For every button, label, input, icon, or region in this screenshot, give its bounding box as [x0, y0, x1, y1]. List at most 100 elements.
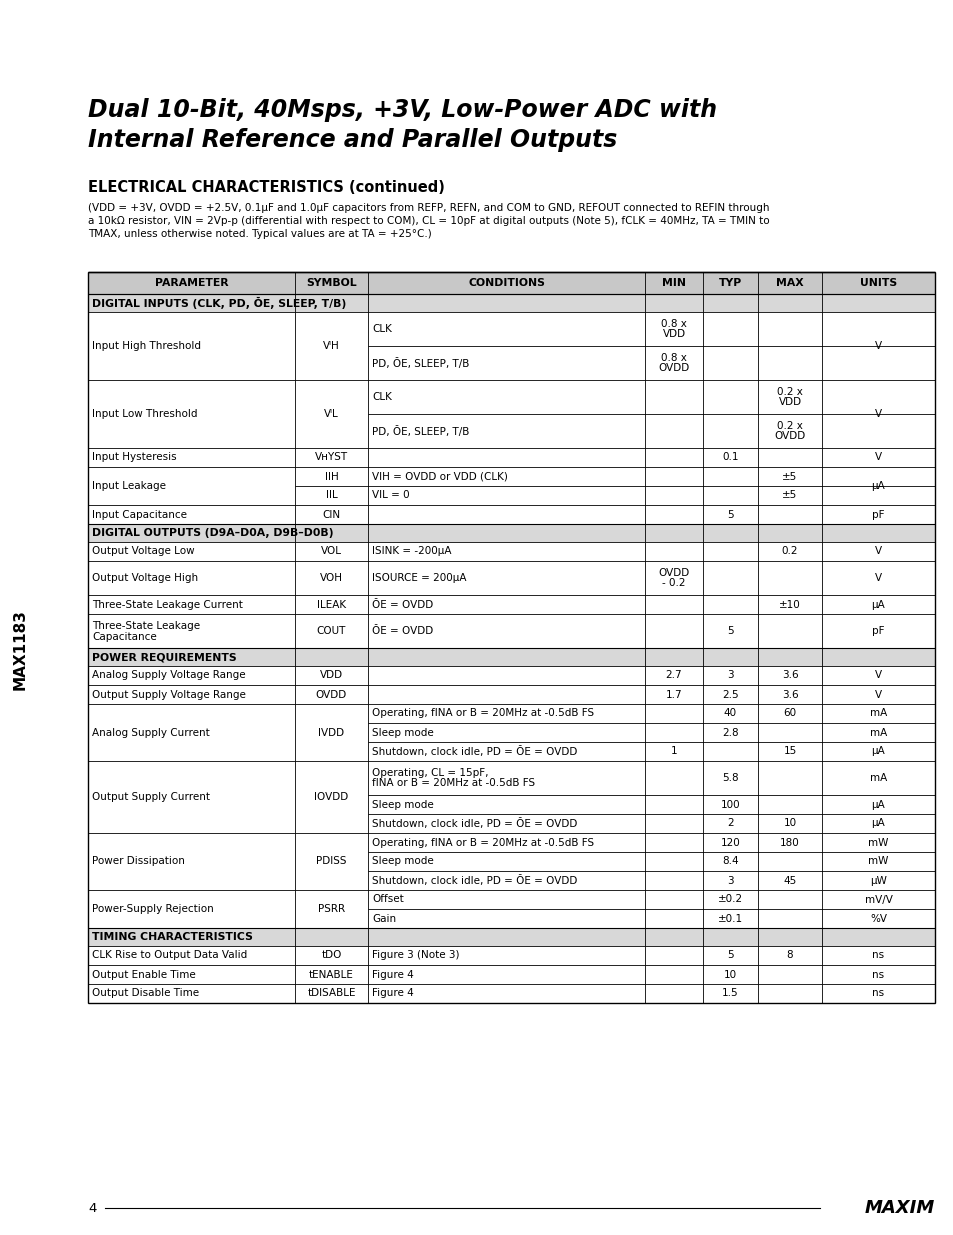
- Text: μA: μA: [871, 799, 884, 809]
- Text: Operating, CL = 15pF,: Operating, CL = 15pF,: [372, 768, 488, 778]
- Text: IVDD: IVDD: [318, 727, 344, 737]
- Text: 2: 2: [726, 819, 733, 829]
- Text: 1: 1: [670, 746, 677, 757]
- Text: MIN: MIN: [661, 278, 685, 288]
- Text: mA: mA: [869, 709, 886, 719]
- Text: TMAX, unless otherwise noted. Typical values are at TA = +25°C.): TMAX, unless otherwise noted. Typical va…: [88, 228, 432, 240]
- Text: Capacitance: Capacitance: [91, 632, 156, 642]
- Text: Input Leakage: Input Leakage: [91, 480, 166, 492]
- Text: mW: mW: [867, 857, 888, 867]
- Text: ±10: ±10: [779, 599, 800, 610]
- Text: pF: pF: [871, 510, 883, 520]
- Bar: [88, 524, 934, 542]
- Text: VDD: VDD: [319, 671, 343, 680]
- Text: CLK: CLK: [372, 324, 392, 333]
- Text: 1.7: 1.7: [665, 689, 681, 699]
- Text: CLK: CLK: [372, 391, 392, 403]
- Text: μA: μA: [871, 599, 884, 610]
- Text: VDD: VDD: [778, 396, 801, 408]
- Text: Internal Reference and Parallel Outputs: Internal Reference and Parallel Outputs: [88, 128, 617, 152]
- Text: 0.8 x: 0.8 x: [660, 353, 686, 363]
- Text: Sleep mode: Sleep mode: [372, 857, 434, 867]
- Text: PARAMETER: PARAMETER: [154, 278, 228, 288]
- Text: 4: 4: [88, 1202, 96, 1214]
- Text: ISOURCE = 200μA: ISOURCE = 200μA: [372, 573, 466, 583]
- Text: ±5: ±5: [781, 490, 797, 500]
- Text: CONDITIONS: CONDITIONS: [468, 278, 544, 288]
- Text: Output Voltage Low: Output Voltage Low: [91, 547, 194, 557]
- Text: TIMING CHARACTERISTICS: TIMING CHARACTERISTICS: [91, 932, 253, 942]
- Text: Shutdown, clock idle, PD = ŎE = OVDD: Shutdown, clock idle, PD = ŎE = OVDD: [372, 746, 577, 757]
- Text: 8.4: 8.4: [721, 857, 738, 867]
- Text: 3: 3: [726, 671, 733, 680]
- Text: COUT: COUT: [316, 626, 346, 636]
- Text: CIN: CIN: [322, 510, 340, 520]
- Text: ILEAK: ILEAK: [316, 599, 346, 610]
- Text: V: V: [874, 341, 882, 351]
- Text: IOVDD: IOVDD: [314, 792, 348, 802]
- Text: Output Supply Current: Output Supply Current: [91, 792, 210, 802]
- Text: OVDD: OVDD: [658, 568, 689, 578]
- Text: Shutdown, clock idle, PD = ŎE = OVDD: Shutdown, clock idle, PD = ŎE = OVDD: [372, 818, 577, 829]
- Text: ±0.1: ±0.1: [718, 914, 742, 924]
- Text: V: V: [874, 409, 882, 419]
- Bar: [88, 272, 934, 294]
- Text: Output Disable Time: Output Disable Time: [91, 988, 199, 999]
- Text: Analog Supply Current: Analog Supply Current: [91, 727, 210, 737]
- Text: 2.8: 2.8: [721, 727, 738, 737]
- Text: MAXIM: MAXIM: [863, 1199, 934, 1216]
- Text: TYP: TYP: [719, 278, 741, 288]
- Text: 3.6: 3.6: [781, 671, 798, 680]
- Text: ns: ns: [872, 988, 883, 999]
- Text: 5: 5: [726, 951, 733, 961]
- Text: Input Low Threshold: Input Low Threshold: [91, 409, 197, 419]
- Text: Operating, fINA or B = 20MHz at -0.5dB FS: Operating, fINA or B = 20MHz at -0.5dB F…: [372, 709, 594, 719]
- Text: V: V: [874, 573, 882, 583]
- Text: Offset: Offset: [372, 894, 403, 904]
- Text: MAX: MAX: [776, 278, 803, 288]
- Text: μA: μA: [871, 819, 884, 829]
- Text: PD, ŎE, SLEEP, T/B: PD, ŎE, SLEEP, T/B: [372, 357, 469, 368]
- Text: fINA or B = 20MHz at -0.5dB FS: fINA or B = 20MHz at -0.5dB FS: [372, 778, 535, 788]
- Bar: [88, 648, 934, 666]
- Text: Power Dissipation: Power Dissipation: [91, 857, 185, 867]
- Text: VIH = OVDD or VDD (CLK): VIH = OVDD or VDD (CLK): [372, 472, 507, 482]
- Text: 15: 15: [782, 746, 796, 757]
- Text: Dual 10-Bit, 40Msps, +3V, Low-Power ADC with: Dual 10-Bit, 40Msps, +3V, Low-Power ADC …: [88, 98, 717, 122]
- Text: 2.7: 2.7: [665, 671, 681, 680]
- Text: OVDD: OVDD: [315, 689, 347, 699]
- Text: PSRR: PSRR: [317, 904, 345, 914]
- Text: ns: ns: [872, 951, 883, 961]
- Text: - 0.2: - 0.2: [661, 578, 685, 588]
- Text: ISINK = -200μA: ISINK = -200μA: [372, 547, 451, 557]
- Text: 180: 180: [780, 837, 799, 847]
- Text: Figure 3 (Note 3): Figure 3 (Note 3): [372, 951, 459, 961]
- Text: (VDD = +3V, OVDD = +2.5V, 0.1μF and 1.0μF capacitors from REFP, REFN, and COM to: (VDD = +3V, OVDD = +2.5V, 0.1μF and 1.0μ…: [88, 203, 769, 212]
- Text: V: V: [874, 547, 882, 557]
- Text: Gain: Gain: [372, 914, 395, 924]
- Text: 10: 10: [782, 819, 796, 829]
- Text: DIGITAL INPUTS (CLK, PD, ŎE, SLEEP, T/B): DIGITAL INPUTS (CLK, PD, ŎE, SLEEP, T/B): [91, 296, 346, 309]
- Text: VOH: VOH: [319, 573, 343, 583]
- Text: 5: 5: [726, 626, 733, 636]
- Text: 3: 3: [726, 876, 733, 885]
- Text: mA: mA: [869, 773, 886, 783]
- Text: CLK Rise to Output Data Valid: CLK Rise to Output Data Valid: [91, 951, 247, 961]
- Text: 0.2 x: 0.2 x: [777, 387, 802, 396]
- Text: ŎE = OVDD: ŎE = OVDD: [372, 626, 433, 636]
- Bar: [88, 927, 934, 946]
- Text: VDD: VDD: [661, 329, 685, 338]
- Text: PDISS: PDISS: [315, 857, 346, 867]
- Text: 45: 45: [782, 876, 796, 885]
- Text: IIL: IIL: [325, 490, 337, 500]
- Text: V: V: [874, 452, 882, 462]
- Text: tENABLE: tENABLE: [309, 969, 354, 979]
- Text: 2.5: 2.5: [721, 689, 738, 699]
- Text: mV/V: mV/V: [863, 894, 891, 904]
- Text: μA: μA: [871, 480, 884, 492]
- Text: Output Voltage High: Output Voltage High: [91, 573, 198, 583]
- Text: 5.8: 5.8: [721, 773, 738, 783]
- Text: VOL: VOL: [320, 547, 341, 557]
- Text: Input Capacitance: Input Capacitance: [91, 510, 187, 520]
- Text: SYMBOL: SYMBOL: [306, 278, 356, 288]
